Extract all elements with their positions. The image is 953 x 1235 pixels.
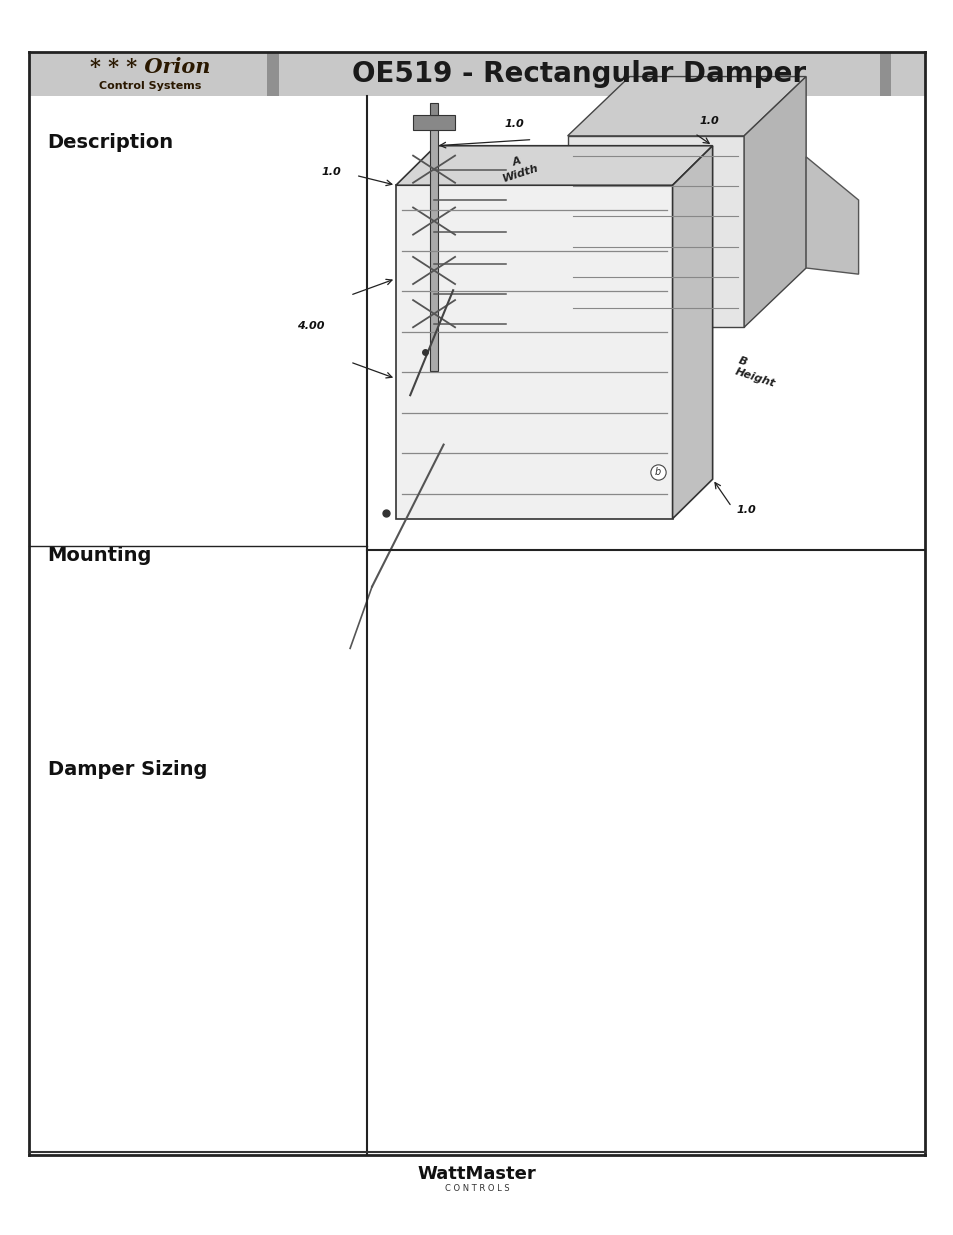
- Text: C O N T R O L S: C O N T R O L S: [444, 1183, 509, 1193]
- Bar: [430, 124, 437, 370]
- Text: * * * Orion: * * * Orion: [90, 57, 211, 77]
- Polygon shape: [743, 77, 805, 327]
- Text: 1.0: 1.0: [736, 505, 756, 515]
- Text: Mounting: Mounting: [48, 546, 152, 564]
- Bar: [29, 52, 924, 96]
- Text: b: b: [655, 467, 660, 477]
- Bar: [413, 115, 455, 130]
- Text: A
Width: A Width: [497, 152, 539, 184]
- Text: OE519 - Rectangular Damper: OE519 - Rectangular Damper: [352, 61, 805, 88]
- Text: 1.0: 1.0: [700, 116, 719, 126]
- Text: 1.0: 1.0: [504, 120, 524, 130]
- Text: B
Height: B Height: [733, 356, 780, 389]
- Bar: [879, 52, 890, 96]
- Text: 4.00: 4.00: [296, 321, 324, 331]
- Polygon shape: [567, 136, 743, 327]
- Bar: [430, 103, 437, 115]
- Polygon shape: [805, 157, 858, 274]
- Polygon shape: [672, 146, 712, 519]
- Polygon shape: [567, 77, 805, 136]
- Text: 1.0: 1.0: [321, 168, 340, 178]
- Bar: [267, 52, 278, 96]
- Text: Damper Sizing: Damper Sizing: [48, 760, 207, 778]
- Polygon shape: [395, 146, 712, 185]
- Polygon shape: [395, 185, 672, 519]
- Text: Control Systems: Control Systems: [99, 82, 201, 91]
- Text: WattMaster: WattMaster: [417, 1166, 536, 1183]
- Text: Description: Description: [48, 133, 173, 152]
